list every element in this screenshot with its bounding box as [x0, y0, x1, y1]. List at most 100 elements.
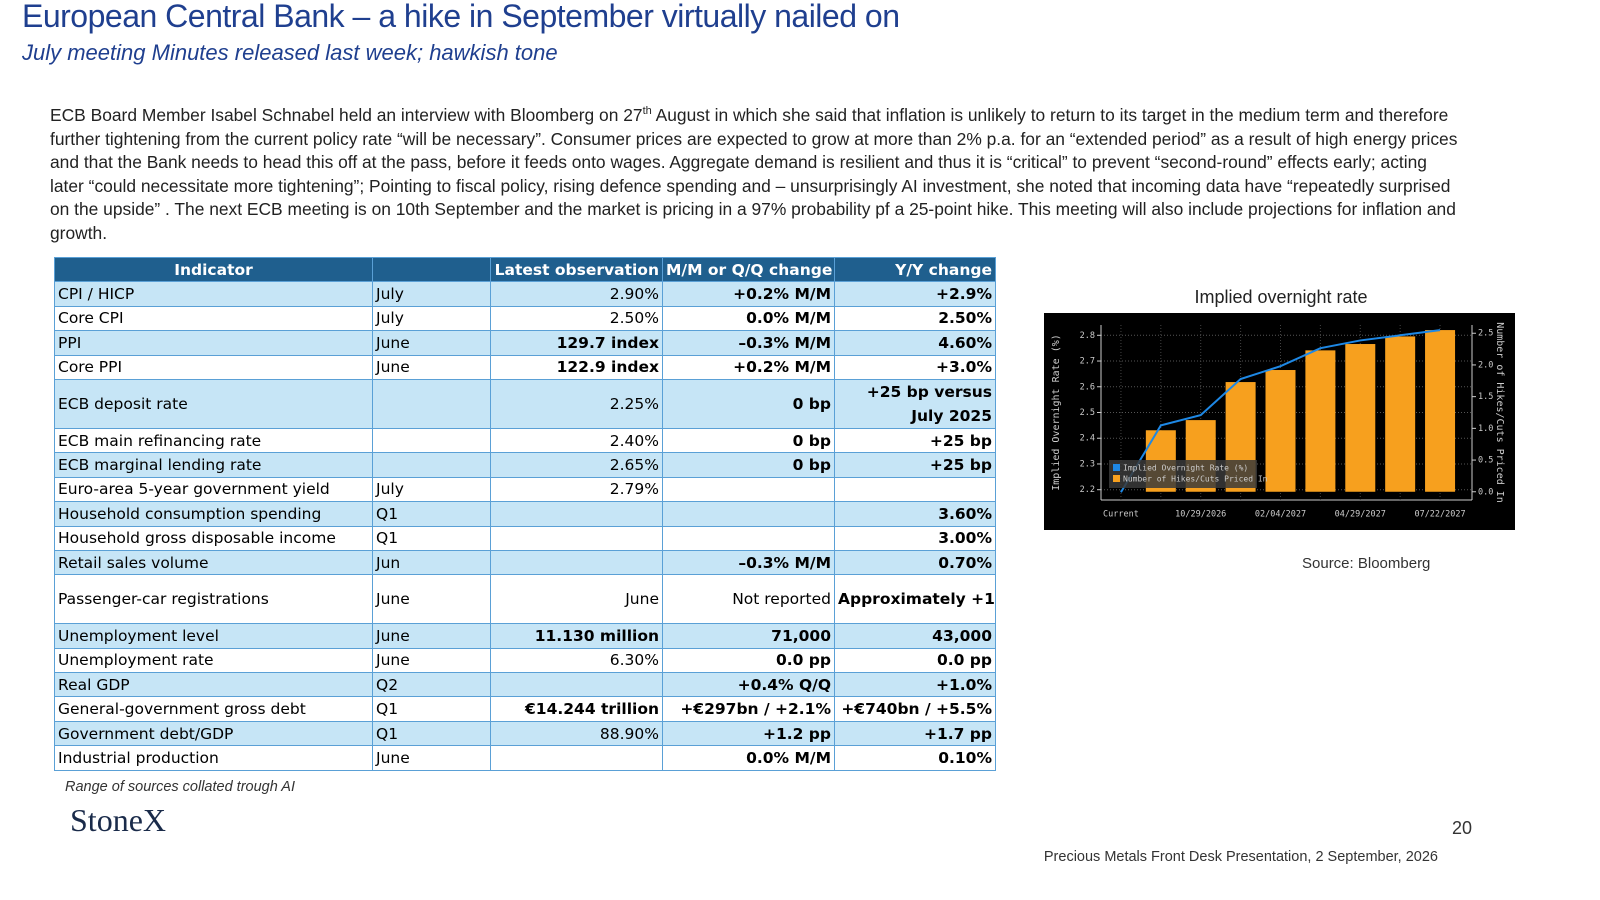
table-row: Unemployment rate June 6.30% 0.0 pp 0.0 pp [54, 647, 996, 674]
note: Range of sources collated trough AI [65, 779, 295, 795]
table-row: PPI June 129.7 index –0.3% M/M 4.60% [54, 330, 996, 356]
table-cell [372, 378, 491, 429]
table-cell: Government debt/GDP [54, 720, 373, 747]
text: ECB Board Member Isabel Schnabel held an… [50, 105, 643, 125]
table-cell: 2.50% [834, 305, 996, 332]
table-row: Household gross disposable income Q1 3.00% [54, 525, 996, 551]
table-cell: ECB marginal lending rate [54, 452, 373, 478]
table-body: CPI / HICP July 2.90% +0.2% M/M +2.9% Core CP… [54, 281, 996, 771]
superscript: th [642, 105, 652, 118]
x-tick-label: Current [1103, 510, 1139, 520]
table-row: Core PPI June 122.9 index +0.2% M/M +3.0% [54, 354, 996, 380]
title: European Central Bank – a hike in Septem… [22, 0, 900, 34]
table-cell: 11.130 million [490, 623, 663, 649]
table-cell: +25 bp [834, 427, 996, 454]
table-cell: Euro-area 5-year government yield [54, 476, 373, 503]
header-cell: M/M or Q/Q change [662, 256, 835, 283]
table-cell: Passenger-car registrations [54, 574, 373, 625]
table-cell: 2.40% [490, 427, 663, 454]
y-axis-label: Implied Overnight Rate (%) [1051, 334, 1062, 491]
table-cell [490, 549, 663, 576]
table-cell: +0.4% Q/Q [662, 672, 835, 698]
table-row: ECB main refinancing rate 2.40% 0 bp +25 bp [54, 427, 996, 454]
page-number: 20 [1452, 818, 1473, 838]
footer-caption: Precious Metals Front Desk Presentation,… [1043, 849, 1438, 865]
table-cell: July [372, 281, 491, 307]
table-cell: 0 bp [662, 452, 835, 478]
y-tick-label: 2.3 [1080, 459, 1095, 469]
table-row: Passenger-car registrations June June Not r… [54, 574, 996, 625]
header-cell: Indicator [54, 256, 373, 283]
table-cell: +€740bn / +5.5% [834, 696, 996, 722]
table-cell [662, 501, 835, 527]
table-cell: 0.10% [834, 745, 996, 771]
legend-box [1109, 460, 1257, 488]
table-cell: PPI [54, 330, 373, 356]
table-cell: 0.0 pp [834, 647, 996, 674]
legend-swatch [1113, 475, 1120, 482]
table-cell: 0 bp [662, 427, 835, 454]
y-tick-label: 2.5 [1080, 408, 1095, 418]
table-cell: Q1 [372, 720, 491, 747]
table-cell: Jun [372, 549, 491, 576]
table-cell: +€297bn / +2.1% [662, 696, 835, 722]
table-cell: Household consumption spending [54, 501, 373, 527]
table-cell: CPI / HICP [54, 281, 373, 307]
table-row: CPI / HICP July 2.90% +0.2% M/M +2.9% [54, 281, 996, 307]
table-cell: –0.3% M/M [662, 549, 835, 576]
legend: Implied Overnight Rate (%) Number of Hike… [1109, 460, 1268, 488]
bar [1345, 344, 1376, 492]
table-cell: Industrial production [54, 745, 373, 771]
legend-label: Implied Overnight Rate (%) [1123, 464, 1248, 473]
table-cell: 0 bp [662, 378, 835, 429]
table-cell: 129.7 index [490, 330, 663, 356]
table-cell: 2.50% [490, 305, 663, 332]
table-cell: 0.0% M/M [662, 305, 835, 332]
y2-tick-label: 2.0 [1478, 360, 1493, 370]
table-row: General-government gross debt Q1 €14.244 t… [54, 696, 996, 722]
table-row: Core CPI July 2.50% 0.0% M/M 2.50% [54, 305, 996, 332]
table-cell [490, 745, 663, 771]
y2-tick-label: 1.5 [1478, 392, 1493, 402]
bar [1265, 370, 1296, 492]
table-cell [372, 427, 491, 454]
indicator-table: Indicator Latest observation M/M or Q/Q … [54, 256, 996, 771]
paragraph: ECB Board Member Isabel Schnabel held an… [50, 104, 1460, 246]
chart-title: Implied overnight rate [1194, 287, 1368, 307]
table-row: ECB marginal lending rate 2.65% 0 bp +25 bp [54, 452, 996, 478]
table-cell: 0.70% [834, 549, 996, 576]
y2-tick-label: 1.0 [1478, 424, 1493, 434]
table-cell: +25 bp versus July 2025 [834, 378, 996, 429]
table-cell: June [490, 574, 663, 625]
x-tick-label: 07/22/2027 [1414, 510, 1465, 520]
table-cell: June [372, 330, 491, 356]
table-cell: July [372, 476, 491, 503]
header-row: Indicator Latest observation M/M or Q/Q … [54, 256, 996, 283]
y2-tick-label: 0.5 [1478, 456, 1493, 466]
table-row: Industrial production June 0.0% M/M 0.10% [54, 745, 996, 771]
legend-label: Number of Hikes/Cuts Priced In [1123, 475, 1268, 484]
table-cell: July [372, 305, 491, 332]
table-cell [834, 476, 996, 503]
table-cell: June [372, 647, 491, 674]
y2-axis-label: Number of Hikes/Cuts Priced In [1494, 322, 1505, 503]
table-cell: 3.00% [834, 525, 996, 551]
table-cell: Approximately +13% [834, 574, 996, 625]
y2-tick-label: 2.5 [1478, 329, 1493, 339]
table-cell: 0.0 pp [662, 647, 835, 674]
table-cell: Q2 [372, 672, 491, 698]
table-cell: 0.0% M/M [662, 745, 835, 771]
y-tick-label: 2.6 [1080, 382, 1095, 392]
table-cell [662, 476, 835, 503]
table-cell: 2.65% [490, 452, 663, 478]
table-cell: 2.90% [490, 281, 663, 307]
table-cell: Core PPI [54, 354, 373, 380]
table-cell: 122.9 index [490, 354, 663, 380]
table-cell: 6.30% [490, 647, 663, 674]
table-cell: 3.60% [834, 501, 996, 527]
table-row: Household consumption spending Q1 3.60% [54, 501, 996, 527]
table-cell: +0.2% M/M [662, 354, 835, 380]
table-cell: 43,000 [834, 623, 996, 649]
table-cell: 88.90% [490, 720, 663, 747]
line [1120, 329, 1441, 493]
